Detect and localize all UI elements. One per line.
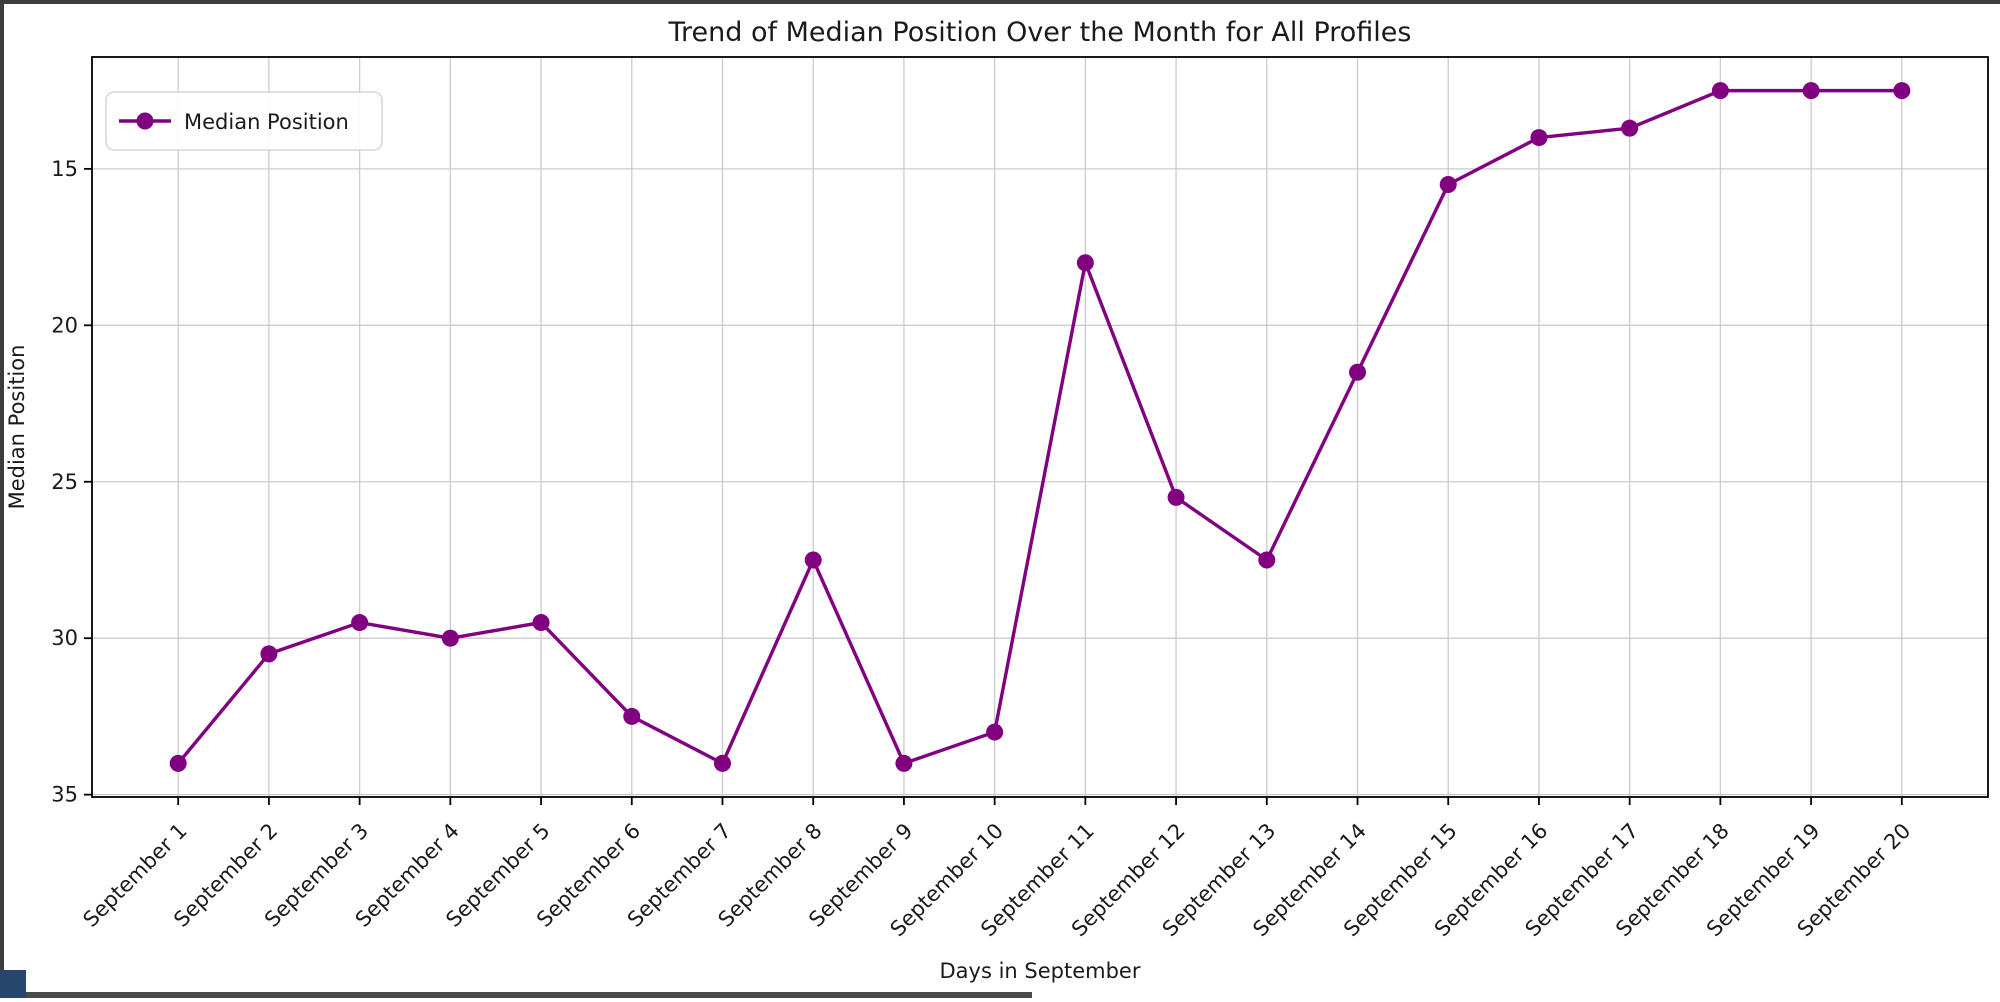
y-tick-label: 25: [51, 470, 78, 494]
legend-box: [105, 91, 383, 151]
data-point: [260, 645, 278, 663]
median-position-series: [169, 82, 1911, 772]
x-axis-label: Days in September: [940, 959, 1141, 983]
plot-area-border: [91, 56, 1989, 798]
data-point: [351, 614, 369, 632]
data-point: [895, 754, 913, 772]
y-axis-label: Median Position: [5, 345, 29, 510]
data-point: [1711, 82, 1729, 100]
data-point: [441, 629, 459, 647]
legend: Median Position: [105, 91, 383, 151]
data-point: [1621, 119, 1639, 137]
data-point: [1802, 82, 1820, 100]
screenshot-edge-bottom: [0, 992, 1032, 998]
data-point: [532, 614, 550, 632]
legend-label: Median Position: [184, 110, 349, 134]
y-tick-label: 35: [51, 783, 78, 807]
data-point: [1893, 82, 1911, 100]
data-point: [986, 723, 1004, 741]
grid: [92, 57, 1988, 797]
data-point: [1530, 129, 1548, 147]
y-tick-label: 30: [51, 626, 78, 650]
data-point: [623, 707, 641, 725]
legend-marker-icon: [136, 112, 154, 130]
data-point: [1439, 176, 1457, 194]
axis-ticks: [84, 167, 1903, 805]
screenshot-edge-left: [0, 0, 4, 998]
screenshot-edge-top: [0, 0, 2000, 4]
screenshot-edge-corner: [0, 970, 26, 998]
y-tick-labels: 15 20 25 30 35: [51, 157, 78, 807]
data-point: [169, 754, 187, 772]
data-point: [1076, 254, 1094, 272]
y-tick-label: 15: [51, 157, 78, 181]
data-point: [1258, 551, 1276, 569]
data-point: [1167, 488, 1185, 506]
chart-title: Trend of Median Position Over the Month …: [668, 17, 1412, 48]
y-tick-label: 20: [51, 313, 78, 337]
data-point: [713, 754, 731, 772]
data-point: [804, 551, 822, 569]
data-point: [1349, 363, 1367, 381]
data-line: [176, 88, 1902, 766]
